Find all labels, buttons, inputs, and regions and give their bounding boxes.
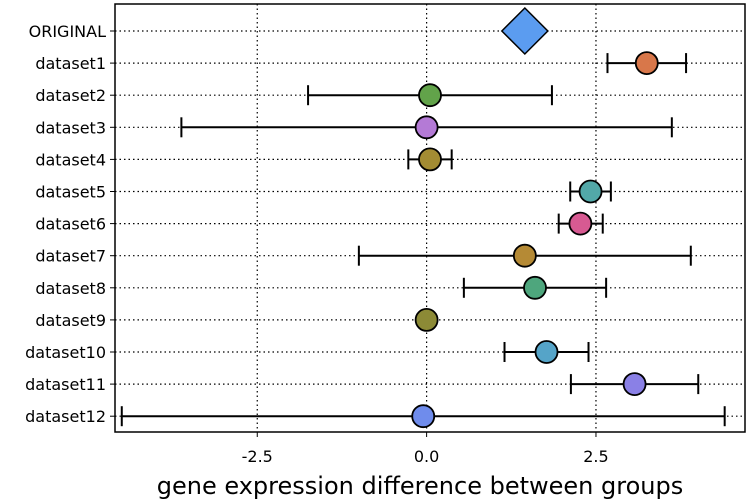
y-tick-label: dataset2 <box>35 86 106 105</box>
y-tick-label: dataset12 <box>25 407 106 426</box>
y-tick-label: ORIGINAL <box>29 22 106 41</box>
point-marker <box>512 243 537 268</box>
point-marker <box>568 211 593 236</box>
point-marker <box>634 51 659 75</box>
point-marker <box>418 147 442 172</box>
y-tick-label: dataset5 <box>35 183 106 202</box>
y-tick-label: dataset4 <box>35 150 106 169</box>
point-diamond <box>500 6 549 56</box>
point-marker <box>523 275 547 300</box>
y-tick-label: dataset8 <box>35 279 106 298</box>
x-axis-title: gene expression difference between group… <box>157 472 683 500</box>
y-tick-label: dataset9 <box>35 311 106 330</box>
y-tick-label: dataset10 <box>25 343 106 362</box>
point-marker <box>414 115 439 140</box>
x-tick-label: 0.0 <box>414 447 439 466</box>
y-tick-label: dataset6 <box>35 215 106 234</box>
x-axis-ticks: -2.5 0.0 2.5 <box>242 432 609 466</box>
y-tick-label: dataset3 <box>35 118 106 137</box>
y-axis-labels: ORIGINAL dataset1 dataset2 dataset3 dataset4… <box>25 22 115 426</box>
point-marker <box>414 307 439 332</box>
point-marker <box>622 372 647 397</box>
point-marker <box>411 404 436 429</box>
plot-frame <box>114 3 746 433</box>
y-tick-label: dataset1 <box>35 54 106 73</box>
x-tick-label: 2.5 <box>583 447 608 466</box>
y-tick-label: dataset7 <box>35 247 106 266</box>
point-marker <box>534 340 559 364</box>
point-marker <box>578 179 603 204</box>
data-marks <box>120 6 726 429</box>
point-marker <box>418 83 442 108</box>
y-tick-label: dataset11 <box>25 375 106 394</box>
x-tick-label: -2.5 <box>242 447 273 466</box>
